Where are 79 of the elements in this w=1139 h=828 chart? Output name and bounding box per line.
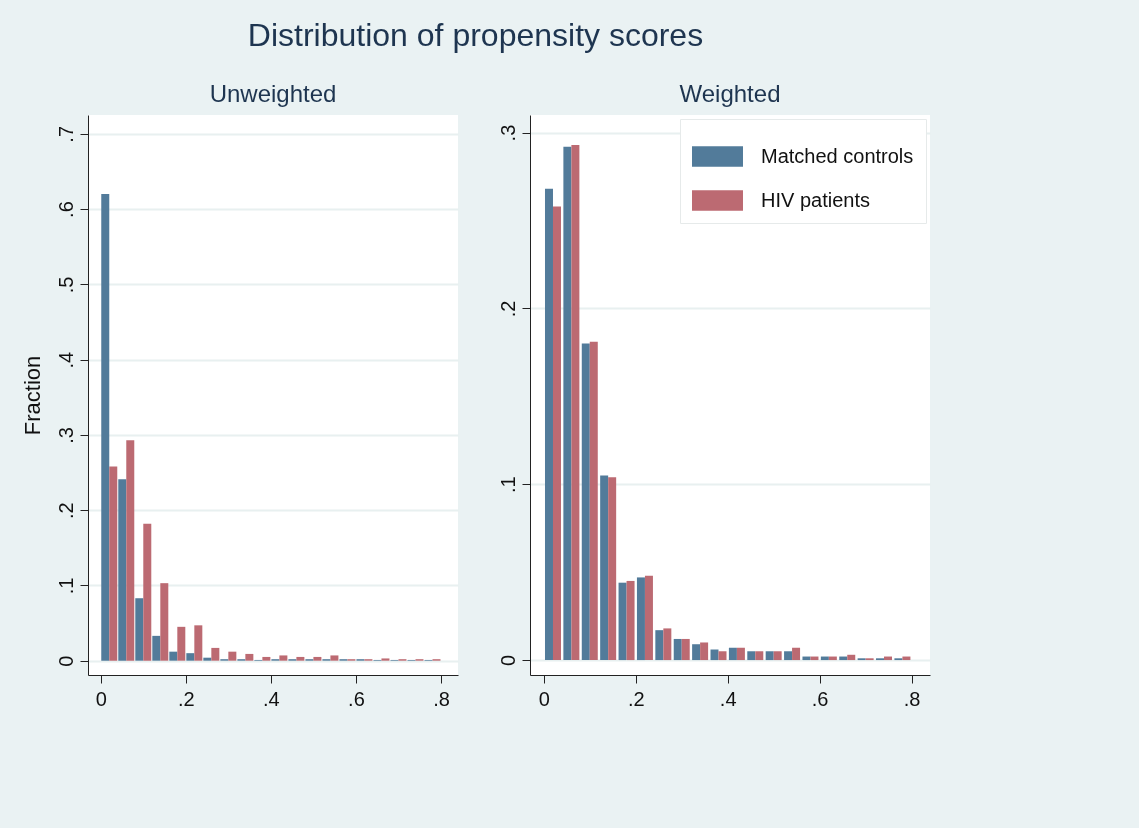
- bar: [847, 654, 856, 661]
- chart-subtitle: Weighted: [679, 80, 781, 107]
- bar: [296, 656, 305, 661]
- y-tick-label: .3: [496, 124, 519, 142]
- bar: [313, 656, 322, 661]
- bar: [765, 651, 774, 661]
- bar: [160, 583, 169, 661]
- bar: [330, 655, 339, 661]
- bar: [608, 477, 617, 661]
- bar: [552, 206, 561, 661]
- bar: [194, 625, 203, 661]
- y-tick-label: .3: [54, 427, 77, 444]
- y-tick-label: .2: [496, 300, 519, 318]
- bar: [700, 642, 709, 661]
- x-tick-label: .2: [177, 687, 195, 710]
- bar: [728, 647, 737, 661]
- bar: [101, 194, 110, 661]
- bar: [563, 146, 572, 661]
- bar: [792, 647, 801, 661]
- bar: [692, 644, 701, 661]
- bar: [109, 466, 118, 661]
- x-tick-label: 0: [95, 687, 107, 710]
- bar: [681, 638, 690, 661]
- y-tick-label: .7: [54, 125, 77, 143]
- bar: [626, 580, 635, 661]
- bar: [211, 647, 220, 661]
- x-tick-label: .2: [627, 687, 645, 710]
- bar: [773, 651, 782, 661]
- bar: [589, 341, 598, 661]
- bar: [736, 647, 745, 661]
- chart-subtitle: Unweighted: [209, 80, 337, 107]
- bar: [245, 653, 254, 661]
- bar: [135, 598, 144, 661]
- bar: [644, 575, 653, 661]
- bar: [784, 651, 793, 661]
- bar: [126, 440, 135, 661]
- bar: [600, 475, 609, 661]
- bar: [544, 188, 553, 661]
- y-tick-label: 0: [54, 655, 77, 667]
- y-tick-label: .6: [54, 201, 77, 218]
- bar: [655, 630, 664, 661]
- y-tick-label: .5: [54, 276, 77, 294]
- y-tick-label: 0: [496, 654, 519, 667]
- bar: [636, 577, 645, 661]
- legend-label: HIV patients: [761, 188, 870, 211]
- bar: [618, 582, 627, 661]
- bar: [755, 651, 764, 661]
- bar: [152, 635, 161, 661]
- bar: [747, 651, 756, 661]
- x-tick-label: .4: [263, 687, 280, 710]
- x-tick-label: .8: [903, 687, 921, 710]
- bar: [673, 638, 682, 661]
- y-axis-title: Fraction: [19, 355, 45, 436]
- x-tick-label: 0: [538, 687, 550, 710]
- x-tick-label: .8: [433, 687, 450, 710]
- bar: [710, 649, 719, 661]
- bar: [262, 656, 271, 661]
- chart-title: Distribution of propensity scores: [247, 17, 704, 53]
- x-tick-label: .6: [811, 687, 829, 710]
- bar: [228, 651, 237, 661]
- legend-label: Matched controls: [761, 144, 914, 167]
- bar: [143, 523, 152, 661]
- x-tick-label: .6: [348, 687, 365, 710]
- bar: [381, 658, 390, 661]
- bar: [718, 651, 727, 661]
- x-tick-label: .4: [719, 687, 737, 710]
- bar: [118, 479, 127, 661]
- bar: [571, 144, 580, 661]
- y-tick-label: .4: [54, 351, 77, 369]
- bar: [177, 626, 186, 661]
- bar: [279, 655, 288, 661]
- bar: [581, 343, 590, 661]
- bar: [169, 651, 178, 661]
- y-tick-label: .2: [54, 502, 77, 520]
- bar: [663, 628, 672, 661]
- y-tick-label: .1: [496, 476, 519, 494]
- y-tick-label: .1: [54, 577, 77, 595]
- bar: [203, 657, 212, 661]
- bar: [186, 653, 195, 661]
